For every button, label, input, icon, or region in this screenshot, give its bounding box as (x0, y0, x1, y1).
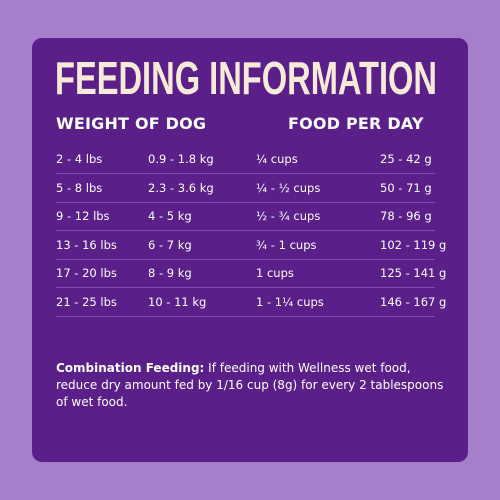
table-row: 5 - 8 lbs 2.3 - 3.6 kg ¼ - ½ cups 50 - 71 g (56, 174, 435, 203)
title-box: FEEDING INFORMATION (55, 52, 437, 104)
table-cell: 102 - 119 g (380, 237, 447, 252)
table-cell: 5 - 8 lbs (56, 180, 103, 195)
table-cell: 13 - 16 lbs (56, 237, 117, 252)
table-row: 17 - 20 lbs 8 - 9 kg 1 cups 125 - 141 g (56, 259, 446, 288)
table-cell: ¼ cups (256, 152, 298, 166)
table-cell: 1 cups (256, 266, 294, 280)
table-cell: 4 - 5 kg (148, 209, 192, 223)
column-header: WEIGHT OF DOG (56, 114, 207, 133)
table-cell: 78 - 96 g (380, 209, 432, 223)
table-cell: ¼ - ½ cups (256, 180, 321, 195)
table-cell: 21 - 25 lbs (56, 294, 117, 309)
table-cell: 125 - 141 g (380, 266, 447, 280)
table-cell: 1 - 1¼ cups (256, 294, 324, 309)
table-row: 21 - 25 lbs 10 - 11 kg 1 - 1¼ cups 146 - 16… (56, 288, 446, 317)
table-cell: 8 - 9 kg (148, 266, 192, 280)
table-cell: 146 - 167 g (380, 294, 447, 309)
table-cell: 2 - 4 lbs (56, 152, 103, 166)
title: FEEDING INFORMATION (55, 52, 437, 104)
table-cell: 50 - 71 g (380, 180, 432, 195)
table-cell: 25 - 42 g (380, 152, 432, 166)
table-cell: 2.3 - 3.6 kg (148, 180, 214, 195)
table-row: 2 - 4 lbs 0.9 - 1.8 kg ¼ cups 25 - 42 g (56, 145, 435, 174)
table-row: 13 - 16 lbs 6 - 7 kg ¾ - 1 cups 102 - 119 g (56, 231, 446, 260)
note-label: Combination Feeding: (56, 361, 205, 375)
table-cell: 17 - 20 lbs (56, 266, 117, 280)
note-text: If feeding with Wellness wet food, reduc… (56, 361, 444, 409)
table-cell: 10 - 11 kg (148, 294, 207, 309)
table-cell: ½ - ¾ cups (256, 209, 321, 223)
table-cell: 6 - 7 kg (148, 237, 192, 252)
table-cell: 0.9 - 1.8 kg (148, 152, 214, 166)
column-header: FOOD PER DAY (288, 114, 424, 133)
table-cell: 9 - 12 lbs (56, 209, 110, 223)
table-row: 9 - 12 lbs 4 - 5 kg ½ - ¾ cups 78 - 96 g (56, 202, 435, 231)
table-cell: ¾ - 1 cups (256, 237, 317, 252)
info-card: FEEDING INFORMATION WEIGHT OF DOG FOOD P… (32, 38, 468, 462)
note: Combination Feeding: If feeding with Wel… (56, 360, 448, 411)
